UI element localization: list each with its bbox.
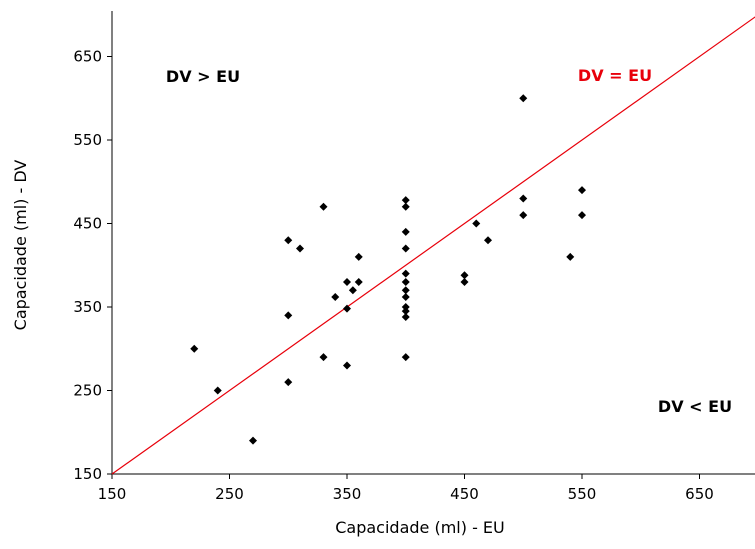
data-point [401, 292, 410, 301]
annotation-lower-right: DV < EU [658, 397, 732, 416]
data-point [190, 344, 199, 353]
y-tick-label: 250 [73, 382, 102, 400]
data-point [401, 286, 410, 295]
y-tick-label: 450 [73, 215, 102, 233]
y-ticks: 150 250 350 450 550 650 [73, 48, 112, 483]
data-point [401, 277, 410, 286]
data-point [401, 313, 410, 322]
data-point [331, 292, 340, 301]
data-point [578, 211, 586, 220]
y-tick-label: 350 [73, 298, 102, 316]
reference-line-label: DV = EU [578, 66, 652, 85]
x-tick-label: 250 [215, 485, 244, 503]
annotation-upper-left: DV > EU [166, 67, 240, 86]
data-point [296, 244, 304, 253]
data-point [348, 286, 357, 295]
data-point [401, 269, 410, 278]
data-point [213, 386, 222, 395]
x-tick-label: 350 [333, 485, 362, 503]
x-tick-label: 550 [568, 485, 597, 503]
data-point [319, 202, 328, 211]
data-point [401, 303, 410, 311]
data-points [190, 94, 586, 445]
data-point [519, 194, 528, 203]
data-point [519, 94, 528, 103]
y-tick-label: 150 [73, 465, 102, 483]
data-point [460, 277, 469, 286]
data-point [354, 277, 363, 286]
data-point [401, 196, 410, 205]
y-tick-label: 550 [73, 131, 102, 149]
x-tick-label: 450 [450, 485, 479, 503]
data-point [319, 353, 328, 362]
data-point [401, 307, 410, 316]
data-point [401, 227, 410, 236]
x-axis-title: Capacidade (ml) - EU [335, 518, 505, 537]
data-point [354, 252, 363, 261]
data-point [578, 186, 586, 195]
data-point [519, 211, 528, 220]
data-point [284, 236, 293, 245]
data-point [284, 378, 293, 387]
data-point [472, 219, 481, 228]
data-point [460, 271, 469, 280]
x-ticks: 150 250 350 450 550 650 [98, 474, 714, 503]
reference-line [111, 16, 755, 475]
x-tick-label: 650 [685, 485, 714, 503]
data-point [566, 252, 575, 261]
data-point [401, 353, 410, 362]
data-point [484, 236, 492, 245]
data-point [401, 244, 410, 253]
data-point [284, 311, 293, 320]
data-point [401, 202, 410, 211]
data-point [249, 436, 257, 445]
data-point [343, 361, 351, 370]
data-point [343, 277, 351, 286]
data-point [343, 304, 351, 313]
y-tick-label: 650 [73, 48, 102, 66]
x-tick-label: 150 [98, 485, 127, 503]
y-axis-title: Capacidade (ml) - DV [11, 160, 30, 331]
